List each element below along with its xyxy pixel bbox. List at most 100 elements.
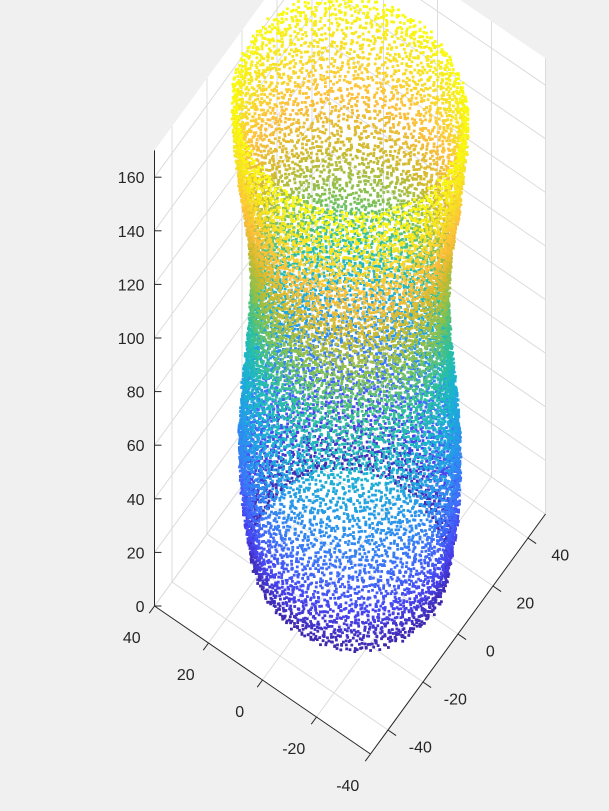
data-point — [268, 309, 272, 313]
data-point — [380, 118, 384, 121]
data-point — [296, 32, 300, 35]
data-point — [292, 72, 296, 75]
data-point — [258, 73, 262, 76]
data-point — [288, 179, 292, 182]
data-point — [387, 201, 390, 205]
data-point — [313, 128, 317, 132]
data-point — [357, 267, 360, 270]
data-point — [250, 125, 253, 129]
data-point — [266, 445, 269, 448]
data-point — [292, 208, 296, 212]
data-point — [311, 249, 315, 253]
data-point — [396, 37, 400, 40]
data-point — [385, 24, 388, 28]
data-point — [409, 18, 413, 21]
data-point — [342, 78, 346, 82]
data-point — [358, 18, 362, 21]
data-point — [393, 149, 397, 153]
data-point — [279, 12, 283, 16]
data-point — [350, 32, 354, 35]
data-point — [334, 122, 338, 126]
data-point — [413, 43, 417, 47]
data-point — [245, 424, 249, 428]
data-point — [339, 340, 343, 344]
data-point — [255, 66, 259, 70]
data-point — [380, 452, 384, 456]
data-point — [290, 41, 294, 45]
data-point — [257, 113, 261, 117]
data-point — [344, 11, 347, 15]
data-point — [259, 185, 263, 188]
data-point — [357, 208, 361, 212]
data-point — [264, 296, 268, 300]
data-point — [325, 255, 329, 259]
data-point — [377, 450, 381, 453]
data-point — [290, 9, 293, 13]
data-point — [349, 244, 353, 247]
data-point — [302, 244, 306, 248]
data-point — [342, 357, 346, 361]
data-point — [381, 185, 385, 189]
data-point — [377, 368, 381, 372]
data-point — [283, 120, 287, 124]
data-point — [396, 78, 400, 81]
data-point — [280, 238, 284, 242]
data-point — [385, 115, 389, 119]
data-point — [412, 41, 416, 45]
data-point — [258, 182, 262, 186]
data-point — [389, 252, 392, 256]
data-point — [387, 212, 390, 215]
data-point — [294, 8, 298, 12]
data-point — [391, 155, 395, 158]
data-point — [401, 13, 405, 17]
data-point — [300, 363, 304, 367]
data-point — [279, 120, 283, 123]
data-point — [320, 140, 324, 144]
data-point — [268, 101, 271, 105]
data-point — [307, 44, 311, 48]
data-point — [306, 308, 310, 311]
data-point — [395, 14, 399, 17]
data-point — [365, 313, 369, 317]
data-point — [350, 39, 354, 42]
data-point — [249, 426, 253, 430]
data-point — [335, 28, 339, 32]
data-point — [399, 21, 402, 24]
data-point — [367, 457, 371, 461]
data-point — [241, 52, 244, 55]
data-point — [381, 163, 384, 167]
data-point — [264, 468, 268, 472]
data-point — [297, 323, 301, 327]
data-point — [365, 85, 369, 89]
data-point — [403, 400, 407, 404]
data-point — [244, 92, 248, 95]
data-point — [268, 25, 271, 29]
data-point — [375, 345, 379, 349]
data-point — [301, 272, 305, 275]
data-point — [314, 265, 318, 269]
data-point — [394, 400, 398, 404]
data-point — [312, 45, 316, 48]
data-point — [269, 459, 272, 463]
data-point — [372, 160, 376, 164]
data-point — [416, 40, 420, 43]
data-point — [269, 230, 272, 234]
data-point — [357, 175, 360, 179]
data-point — [317, 464, 320, 468]
data-point — [369, 253, 373, 257]
data-point — [368, 261, 372, 265]
data-point — [265, 215, 269, 219]
data-point — [338, 213, 342, 217]
data-point — [281, 144, 285, 148]
data-point — [264, 27, 267, 31]
data-point — [291, 329, 295, 332]
data-point — [340, 326, 344, 330]
data-point — [358, 389, 362, 393]
data-point — [338, 437, 342, 440]
data-point — [304, 23, 308, 27]
data-point — [391, 404, 395, 408]
data-point — [254, 124, 257, 128]
data-point — [279, 101, 282, 105]
data-point — [321, 379, 325, 383]
data-point — [350, 220, 354, 224]
